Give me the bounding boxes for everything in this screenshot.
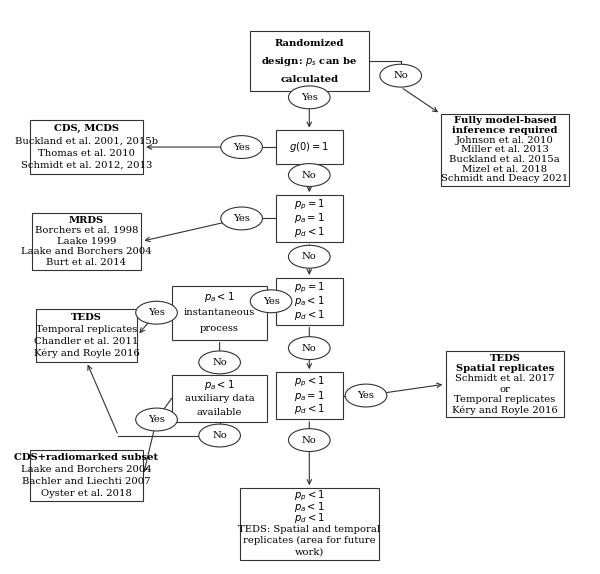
Text: $p_p<1$: $p_p<1$ — [294, 375, 325, 389]
Text: $p_a<1$: $p_a<1$ — [294, 501, 325, 514]
Text: Mizel et al. 2018: Mizel et al. 2018 — [463, 165, 547, 174]
FancyBboxPatch shape — [276, 278, 343, 325]
Text: Yes: Yes — [301, 93, 318, 102]
Text: auxiliary data: auxiliary data — [185, 394, 254, 403]
Text: Yes: Yes — [148, 415, 165, 424]
Text: work): work) — [295, 548, 324, 556]
Text: Johnson et al. 2010: Johnson et al. 2010 — [456, 136, 554, 145]
Text: No: No — [212, 358, 227, 367]
Ellipse shape — [345, 384, 387, 407]
FancyBboxPatch shape — [172, 375, 268, 422]
Text: $p_p=1$: $p_p=1$ — [294, 280, 325, 294]
Text: Yes: Yes — [233, 214, 250, 223]
FancyBboxPatch shape — [250, 32, 368, 91]
Text: $p_d<1$: $p_d<1$ — [294, 511, 325, 525]
Ellipse shape — [380, 64, 422, 87]
Ellipse shape — [289, 164, 330, 187]
Ellipse shape — [199, 424, 241, 447]
Text: $p_d<1$: $p_d<1$ — [294, 225, 325, 239]
Text: Yes: Yes — [263, 297, 280, 306]
Text: replicates (area for future: replicates (area for future — [243, 536, 376, 545]
Text: Laake and Borchers 2004: Laake and Borchers 2004 — [21, 465, 152, 474]
Text: Oyster et al. 2018: Oyster et al. 2018 — [41, 488, 132, 498]
Text: Schmidt and Deacy 2021: Schmidt and Deacy 2021 — [441, 174, 568, 183]
FancyBboxPatch shape — [276, 130, 343, 164]
Text: $p_a<1$: $p_a<1$ — [294, 294, 325, 308]
FancyBboxPatch shape — [276, 195, 343, 242]
Text: $p_d<1$: $p_d<1$ — [294, 402, 325, 416]
Text: Borchers et al. 1998: Borchers et al. 1998 — [35, 226, 138, 235]
Ellipse shape — [289, 86, 330, 109]
Text: Buckland et al. 2015a: Buckland et al. 2015a — [449, 155, 560, 164]
FancyBboxPatch shape — [32, 213, 142, 270]
Text: $p_p<1$: $p_p<1$ — [294, 489, 325, 503]
Text: MRDS: MRDS — [69, 216, 104, 224]
Text: No: No — [302, 170, 317, 180]
Text: Schmidt et al. 2017: Schmidt et al. 2017 — [455, 374, 554, 383]
Ellipse shape — [221, 207, 262, 230]
FancyBboxPatch shape — [30, 120, 143, 174]
Text: $p_a=1$: $p_a=1$ — [294, 389, 325, 402]
Text: TEDS: TEDS — [71, 313, 102, 322]
Text: or: or — [499, 385, 511, 394]
Text: Yes: Yes — [358, 391, 374, 400]
Text: Miller et al. 2013: Miller et al. 2013 — [461, 145, 549, 154]
Text: $p_p=1$: $p_p=1$ — [294, 197, 325, 212]
Text: CDS+radiomarked subset: CDS+radiomarked subset — [14, 453, 158, 463]
Ellipse shape — [289, 337, 330, 359]
FancyBboxPatch shape — [276, 372, 343, 419]
Text: Chandler et al. 2011: Chandler et al. 2011 — [34, 337, 139, 346]
Text: Temporal replicates: Temporal replicates — [454, 395, 556, 404]
Text: Fully model-based: Fully model-based — [454, 117, 556, 126]
Text: design: $p_s$ can be: design: $p_s$ can be — [261, 55, 358, 68]
Ellipse shape — [136, 408, 178, 431]
FancyBboxPatch shape — [240, 488, 379, 560]
Text: CDS, MCDS: CDS, MCDS — [54, 124, 119, 133]
Ellipse shape — [199, 351, 241, 374]
Text: Bachler and Liechti 2007: Bachler and Liechti 2007 — [22, 477, 151, 486]
Text: $p_a=1$: $p_a=1$ — [294, 211, 325, 226]
Text: Laake 1999: Laake 1999 — [57, 237, 116, 246]
Text: $p_d<1$: $p_d<1$ — [294, 308, 325, 322]
Text: No: No — [302, 344, 317, 352]
Text: $p_a<1$: $p_a<1$ — [204, 378, 235, 391]
Ellipse shape — [221, 135, 262, 158]
Text: TEDS: TEDS — [490, 354, 520, 363]
Text: instantaneous: instantaneous — [184, 308, 255, 317]
Text: Yes: Yes — [233, 142, 250, 152]
Text: available: available — [197, 408, 242, 417]
Text: Kéry and Royle 2016: Kéry and Royle 2016 — [34, 349, 139, 358]
Ellipse shape — [250, 290, 292, 313]
Ellipse shape — [289, 245, 330, 268]
Text: Burt et al. 2014: Burt et al. 2014 — [46, 258, 127, 267]
Text: Temporal replicates: Temporal replicates — [36, 325, 137, 334]
FancyBboxPatch shape — [30, 450, 143, 501]
Text: No: No — [302, 252, 317, 261]
FancyBboxPatch shape — [172, 286, 268, 340]
Text: Spatial replicates: Spatial replicates — [455, 364, 554, 373]
Text: TEDS: Spatial and temporal: TEDS: Spatial and temporal — [238, 525, 380, 534]
FancyBboxPatch shape — [441, 114, 569, 185]
Text: No: No — [302, 436, 317, 445]
Ellipse shape — [289, 429, 330, 452]
Text: Schmidt et al. 2012, 2013: Schmidt et al. 2012, 2013 — [21, 161, 152, 170]
Text: Buckland et al. 2001, 2015b: Buckland et al. 2001, 2015b — [15, 137, 158, 145]
FancyBboxPatch shape — [36, 309, 137, 362]
Text: No: No — [212, 431, 227, 440]
Text: Randomized: Randomized — [275, 39, 344, 48]
Text: process: process — [200, 324, 239, 333]
FancyBboxPatch shape — [446, 351, 564, 417]
Text: inference required: inference required — [452, 126, 557, 135]
Text: Thomas et al. 2010: Thomas et al. 2010 — [38, 149, 135, 158]
Text: $g(0)=1$: $g(0)=1$ — [289, 140, 329, 154]
Text: Laake and Borchers 2004: Laake and Borchers 2004 — [21, 247, 152, 257]
Text: $p_a<1$: $p_a<1$ — [204, 290, 235, 304]
Text: No: No — [394, 71, 408, 80]
Text: Kéry and Royle 2016: Kéry and Royle 2016 — [452, 405, 558, 414]
Ellipse shape — [136, 301, 178, 324]
Text: Yes: Yes — [148, 308, 165, 317]
Text: calculated: calculated — [280, 75, 338, 83]
